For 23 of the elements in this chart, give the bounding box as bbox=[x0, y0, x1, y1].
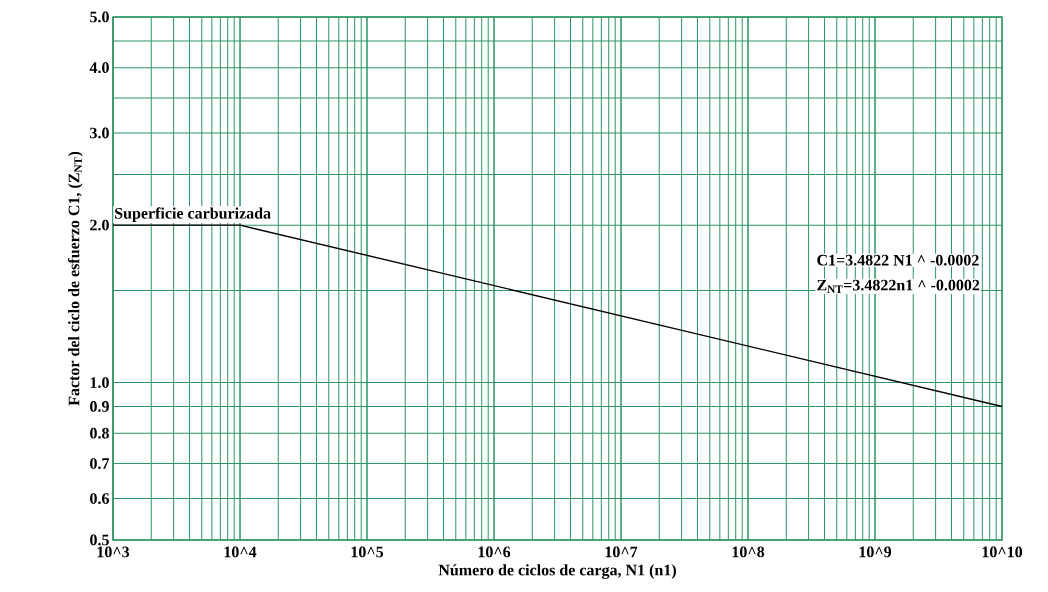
x-tick-label: 10^9 bbox=[859, 546, 892, 558]
annotation: Z$_{NT}$=3.4822n1 ^ -0.0002 bbox=[817, 279, 980, 293]
x-axis-title: Número de ciclos de carga, N1 (n1) bbox=[438, 564, 676, 579]
y-tick-label: 4.0 bbox=[89, 62, 109, 74]
x-tick-label: 10^4 bbox=[224, 546, 257, 558]
y-tick-label: 0.6 bbox=[90, 493, 109, 505]
x-tick-label: 10^6 bbox=[478, 546, 511, 558]
y-tick-label: 5.0 bbox=[90, 11, 109, 23]
y-tick-label: 2.0 bbox=[90, 219, 109, 231]
y-tick-label: 0.5 bbox=[90, 534, 109, 546]
x-tick-label: 10^3 bbox=[97, 546, 130, 558]
x-tick-label: 10^10 bbox=[982, 546, 1023, 558]
y-tick-label: 1.0 bbox=[90, 377, 109, 388]
y-tick-label: 0.8 bbox=[90, 427, 109, 439]
annotation: Superficie carburizada bbox=[115, 207, 271, 222]
x-tick-label: 10^5 bbox=[351, 546, 384, 558]
y-axis-title: Factor del ciclo de esfuerzo C1, (Z$_{NT}$) bbox=[67, 151, 83, 406]
y-tick-label: 0.7 bbox=[90, 458, 110, 470]
y-tick-label: 0.9 bbox=[90, 401, 109, 412]
annotation: C1=3.4822 N1 ^ -0.0002 bbox=[817, 254, 979, 266]
y-tick-label: 3.0 bbox=[90, 127, 109, 139]
x-tick-label: 10^8 bbox=[732, 546, 765, 558]
x-tick-label: 10^7 bbox=[605, 546, 638, 558]
